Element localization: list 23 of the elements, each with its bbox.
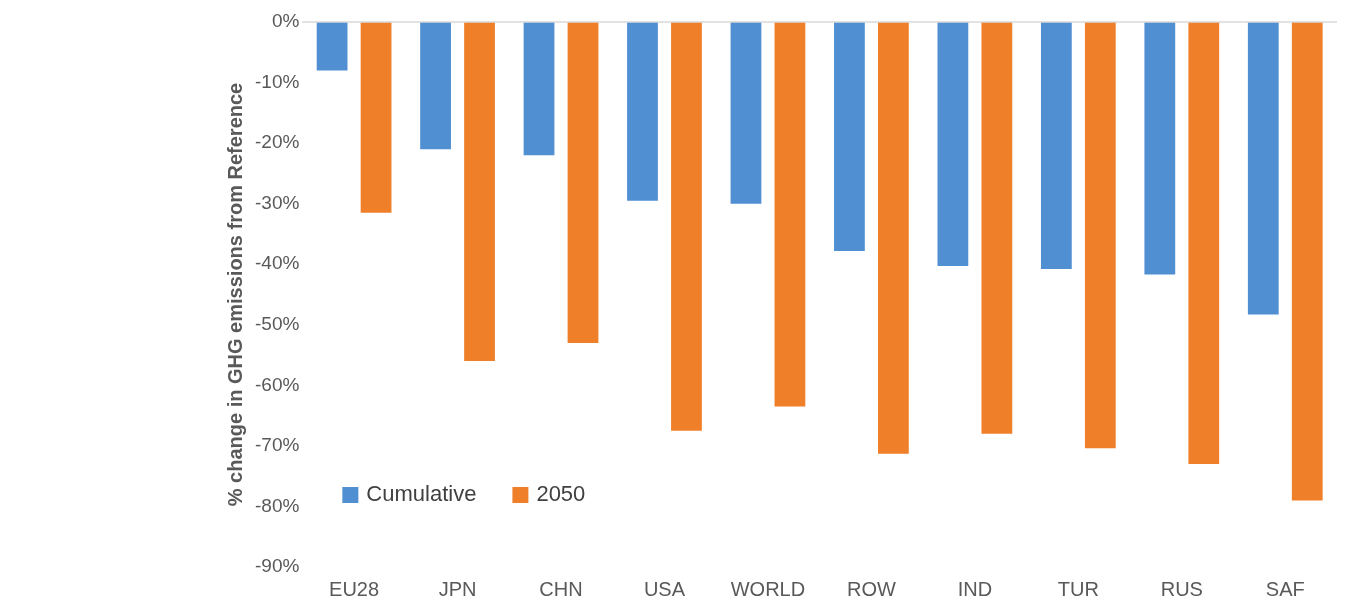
legend-label: 2050 bbox=[536, 481, 586, 507]
y-tick-label: -70% bbox=[255, 434, 300, 456]
y-tick-label: -50% bbox=[255, 313, 300, 335]
legend-label: Cumulative bbox=[366, 481, 477, 507]
y-tick-label: 0% bbox=[271, 10, 300, 32]
y-tick-label: -10% bbox=[255, 70, 300, 92]
y-tick-label: -20% bbox=[255, 131, 300, 153]
y-tick-label: -90% bbox=[255, 555, 300, 577]
y-tick-label: -40% bbox=[255, 252, 300, 274]
x-tick-label: EU28 bbox=[329, 577, 380, 600]
y-tick-label: -60% bbox=[255, 373, 300, 395]
x-tick-label: USA bbox=[643, 577, 686, 600]
x-tick-label: WORLD bbox=[730, 577, 806, 600]
x-tick-label: TUR bbox=[1057, 577, 1099, 600]
y-tick-label: -80% bbox=[255, 494, 300, 516]
y-tick-label: -30% bbox=[255, 191, 300, 213]
x-tick-label: ROW bbox=[846, 577, 896, 600]
x-tick-label: IND bbox=[957, 577, 993, 600]
x-tick-label: CHN bbox=[539, 577, 583, 600]
x-tick-label: SAF bbox=[1265, 577, 1305, 600]
y-axis-title: % change in GHG emissions from Reference bbox=[223, 82, 246, 507]
x-tick-label: RUS bbox=[1160, 577, 1203, 600]
x-tick-label: JPN bbox=[438, 577, 477, 600]
